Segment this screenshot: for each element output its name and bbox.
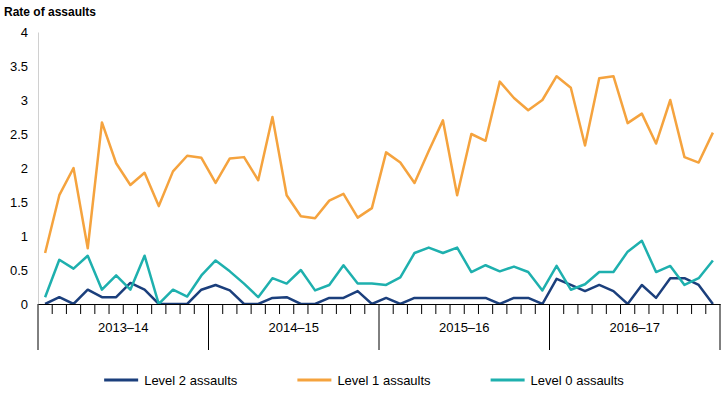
group-separator — [549, 304, 550, 350]
x-tick-mark — [307, 304, 308, 314]
y-tick-label: 4 — [21, 25, 28, 40]
x-tick-mark — [577, 304, 578, 314]
legend-label: Level 2 assaults — [144, 373, 238, 388]
x-tick-mark — [634, 304, 635, 314]
y-tick-label: 3 — [21, 93, 28, 108]
x-tick-mark — [648, 304, 649, 314]
y-tick: 4 — [21, 25, 38, 40]
y-tick: 0.5 — [10, 263, 38, 278]
y-axis: 0 0.5 1 1.5 2 2.5 3 3.5 4 — [10, 25, 39, 312]
legend-label: Level 0 assaults — [531, 373, 625, 388]
x-tick-mark — [251, 304, 252, 314]
x-tick-mark — [393, 304, 394, 314]
legend-swatch — [297, 379, 331, 382]
x-tick-mark — [336, 304, 337, 314]
x-tick-mark — [421, 304, 422, 314]
x-tick-mark — [109, 304, 110, 314]
legend-label: Level 1 assaults — [337, 373, 431, 388]
x-tick-mark — [151, 304, 152, 314]
y-tick-label: 2.5 — [10, 127, 28, 142]
x-tick-mark — [265, 304, 266, 314]
series-line — [45, 76, 713, 253]
legend-item: Level 1 assaults — [297, 373, 431, 388]
x-tick-mark — [222, 304, 223, 314]
group-separator — [38, 304, 39, 350]
y-tick: 1 — [21, 229, 38, 244]
x-tick-mark — [677, 304, 678, 314]
legend-swatch — [491, 379, 525, 382]
legend-item: Level 2 assaults — [104, 373, 238, 388]
x-tick-mark — [123, 304, 124, 314]
y-tick-label: 1.5 — [10, 195, 28, 210]
y-tick: 2 — [21, 161, 38, 176]
group-separator — [208, 304, 209, 350]
x-tick-mark — [563, 304, 564, 314]
x-tick-mark — [492, 304, 493, 314]
legend-item: Level 0 assaults — [491, 373, 625, 388]
group-label: 2014–15 — [268, 320, 319, 335]
x-tick-mark — [521, 304, 522, 314]
x-tick-mark — [180, 304, 181, 314]
y-axis-title: Rate of assaults — [4, 5, 96, 19]
y-tick-label: 0.5 — [10, 263, 28, 278]
x-tick-mark — [535, 304, 536, 314]
x-tick-mark — [691, 304, 692, 314]
x-ticks — [38, 304, 720, 350]
x-tick-mark — [279, 304, 280, 314]
x-tick-mark — [293, 304, 294, 314]
y-axis-line — [38, 33, 39, 305]
x-tick-mark — [592, 304, 593, 314]
plot-area — [45, 76, 713, 304]
x-tick-mark — [663, 304, 664, 314]
x-tick-mark — [165, 304, 166, 314]
legend: Level 2 assaults Level 1 assaults Level 0 … — [104, 373, 624, 388]
y-tick-label: 3.5 — [10, 59, 28, 74]
legend-swatch — [104, 379, 138, 382]
y-tick-label: 1 — [21, 229, 28, 244]
x-tick-mark — [435, 304, 436, 314]
y-tick: 0 — [21, 297, 38, 312]
x-tick-mark — [705, 304, 706, 314]
x-tick-mark — [620, 304, 621, 314]
group-label: 2016–17 — [609, 320, 660, 335]
y-tick: 1.5 — [10, 195, 38, 210]
x-tick-mark — [450, 304, 451, 314]
x-tick-mark — [94, 304, 95, 314]
x-tick-mark — [137, 304, 138, 314]
x-tick-mark — [478, 304, 479, 314]
group-separator — [720, 304, 721, 350]
x-tick-mark — [606, 304, 607, 314]
group-label: 2015–16 — [439, 320, 490, 335]
y-tick-label: 2 — [21, 161, 28, 176]
group-label: 2013–14 — [98, 320, 149, 335]
x-tick-mark — [194, 304, 195, 314]
x-tick-mark — [464, 304, 465, 314]
group-separator — [379, 304, 380, 350]
series-line — [45, 241, 713, 304]
x-tick-mark — [506, 304, 507, 314]
x-tick-mark — [407, 304, 408, 314]
y-tick: 3.5 — [10, 59, 38, 74]
x-tick-mark — [52, 304, 53, 314]
y-tick: 2.5 — [10, 127, 38, 142]
x-tick-mark — [350, 304, 351, 314]
series-line — [45, 278, 713, 304]
x-tick-mark — [364, 304, 365, 314]
x-tick-mark — [80, 304, 81, 314]
x-tick-mark — [236, 304, 237, 314]
chart: Rate of assaults 0 0.5 1 1.5 2 2.5 3 3.5 4 2013–14… — [0, 0, 728, 404]
y-tick: 3 — [21, 93, 38, 108]
x-tick-mark — [66, 304, 67, 314]
x-tick-mark — [322, 304, 323, 314]
y-tick-label: 0 — [21, 297, 28, 312]
